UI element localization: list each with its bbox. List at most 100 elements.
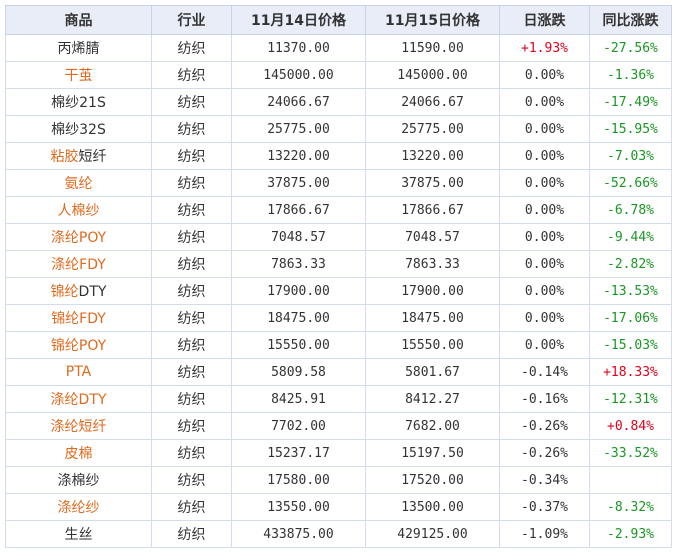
product-cell: 锦纶DTY — [5, 277, 152, 305]
daily-change-cell: 0.00% — [499, 115, 590, 143]
product-cell: 涤纶FDY — [5, 250, 152, 278]
product-cell: 生丝 — [5, 520, 152, 548]
table-row: 干茧 纺织 145000.00 145000.00 0.00% -1.36% — [5, 61, 672, 89]
product-name: 丙烯腈 — [57, 41, 100, 57]
price-nov14-cell: 25775.00 — [231, 115, 366, 143]
product-cell: 涤纶DTY — [5, 385, 152, 413]
product-link[interactable]: 涤纶纱 — [57, 500, 100, 516]
product-link[interactable]: 锦纶POY — [50, 338, 107, 354]
header-price-nov15: 11月15日价格 — [365, 5, 500, 35]
daily-change-cell: -0.26% — [499, 439, 590, 467]
daily-change-cell: 0.00% — [499, 250, 590, 278]
product-link[interactable]: 涤纶FDY — [51, 257, 106, 273]
industry-cell: 纺织 — [151, 115, 232, 143]
industry-cell: 纺织 — [151, 331, 232, 359]
price-nov14-cell: 145000.00 — [231, 61, 366, 89]
product-link[interactable]: 涤纶POY — [50, 230, 107, 246]
product-cell: 干茧 — [5, 61, 152, 89]
product-link[interactable]: 锦纶FDY — [51, 311, 106, 327]
price-nov15-cell: 8412.27 — [365, 385, 500, 413]
daily-change-cell: -0.16% — [499, 385, 590, 413]
price-nov15-cell: 13220.00 — [365, 142, 500, 170]
yoy-change-cell: +0.84% — [589, 412, 672, 440]
daily-change-cell: 0.00% — [499, 304, 590, 332]
price-nov14-cell: 18475.00 — [231, 304, 366, 332]
table-row: 涤纶短纤 纺织 7702.00 7682.00 -0.26% +0.84% — [5, 412, 672, 440]
product-name-suffix: 短纤 — [78, 149, 107, 165]
price-nov14-cell: 13550.00 — [231, 493, 366, 521]
yoy-change-cell: -13.53% — [589, 277, 672, 305]
price-nov14-cell: 7048.57 — [231, 223, 366, 251]
price-nov14-cell: 13220.00 — [231, 142, 366, 170]
yoy-change-cell: -27.56% — [589, 34, 672, 62]
yoy-change-cell: -9.44% — [589, 223, 672, 251]
product-link[interactable]: 涤纶短纤 — [50, 419, 107, 435]
product-link[interactable]: 氨纶 — [64, 176, 93, 192]
product-cell: PTA — [5, 358, 152, 386]
yoy-change-cell — [589, 466, 672, 494]
industry-cell: 纺织 — [151, 196, 232, 224]
price-nov14-cell: 11370.00 — [231, 34, 366, 62]
industry-cell: 纺织 — [151, 34, 232, 62]
table-row: 人棉纱 纺织 17866.67 17866.67 0.00% -6.78% — [5, 196, 672, 224]
industry-cell: 纺织 — [151, 385, 232, 413]
price-table: 商品 行业 11月14日价格 11月15日价格 日涨跌 同比涨跌 丙烯腈 纺织 11… — [5, 5, 672, 548]
product-link[interactable]: 人棉纱 — [57, 203, 100, 219]
price-nov15-cell: 25775.00 — [365, 115, 500, 143]
header-price-nov14: 11月14日价格 — [231, 5, 366, 35]
yoy-change-cell: -15.95% — [589, 115, 672, 143]
price-nov15-cell: 37875.00 — [365, 169, 500, 197]
yoy-change-cell: +18.33% — [589, 358, 672, 386]
yoy-change-cell: -17.06% — [589, 304, 672, 332]
yoy-change-cell: -8.32% — [589, 493, 672, 521]
price-nov14-cell: 433875.00 — [231, 520, 366, 548]
yoy-change-cell: -2.82% — [589, 250, 672, 278]
table-row: 皮棉 纺织 15237.17 15197.50 -0.26% -33.52% — [5, 439, 672, 467]
price-nov15-cell: 17520.00 — [365, 466, 500, 494]
price-nov14-cell: 17900.00 — [231, 277, 366, 305]
product-link[interactable]: PTA — [65, 364, 92, 380]
price-nov14-cell: 24066.67 — [231, 88, 366, 116]
table-row: PTA 纺织 5809.58 5801.67 -0.14% +18.33% — [5, 358, 672, 386]
industry-cell: 纺织 — [151, 412, 232, 440]
industry-cell: 纺织 — [151, 250, 232, 278]
product-link[interactable]: 粘胶 — [50, 149, 79, 165]
daily-change-cell: 0.00% — [499, 223, 590, 251]
yoy-change-cell: -6.78% — [589, 196, 672, 224]
price-nov15-cell: 15197.50 — [365, 439, 500, 467]
product-cell: 锦纶POY — [5, 331, 152, 359]
yoy-change-cell: -7.03% — [589, 142, 672, 170]
industry-cell: 纺织 — [151, 304, 232, 332]
daily-change-cell: 0.00% — [499, 88, 590, 116]
price-nov14-cell: 17866.67 — [231, 196, 366, 224]
price-nov15-cell: 15550.00 — [365, 331, 500, 359]
price-nov15-cell: 24066.67 — [365, 88, 500, 116]
daily-change-cell: -0.26% — [499, 412, 590, 440]
price-nov14-cell: 8425.91 — [231, 385, 366, 413]
daily-change-cell: 0.00% — [499, 142, 590, 170]
product-link[interactable]: 锦纶 — [50, 284, 79, 300]
product-cell: 涤纶纱 — [5, 493, 152, 521]
header-daily-change: 日涨跌 — [499, 5, 590, 35]
table-body: 丙烯腈 纺织 11370.00 11590.00 +1.93% -27.56% 干茧 纺织 14… — [5, 34, 672, 548]
price-nov14-cell: 15237.17 — [231, 439, 366, 467]
product-link[interactable]: 干茧 — [64, 68, 93, 84]
industry-cell: 纺织 — [151, 493, 232, 521]
price-nov15-cell: 13500.00 — [365, 493, 500, 521]
price-nov15-cell: 5801.67 — [365, 358, 500, 386]
industry-cell: 纺织 — [151, 277, 232, 305]
price-nov15-cell: 11590.00 — [365, 34, 500, 62]
table-header-row: 商品 行业 11月14日价格 11月15日价格 日涨跌 同比涨跌 — [5, 5, 672, 35]
table-row: 棉纱21S 纺织 24066.67 24066.67 0.00% -17.49% — [5, 88, 672, 116]
header-industry: 行业 — [151, 5, 232, 35]
daily-change-cell: 0.00% — [499, 277, 590, 305]
table-row: 涤纶DTY 纺织 8425.91 8412.27 -0.16% -12.31% — [5, 385, 672, 413]
industry-cell: 纺织 — [151, 61, 232, 89]
product-link[interactable]: 涤纶DTY — [50, 392, 107, 408]
product-cell: 人棉纱 — [5, 196, 152, 224]
price-table-container: 商品 行业 11月14日价格 11月15日价格 日涨跌 同比涨跌 丙烯腈 纺织 11… — [5, 5, 672, 548]
product-link[interactable]: 皮棉 — [64, 446, 93, 462]
product-cell: 涤纶POY — [5, 223, 152, 251]
product-cell: 涤棉纱 — [5, 466, 152, 494]
daily-change-cell: -0.37% — [499, 493, 590, 521]
